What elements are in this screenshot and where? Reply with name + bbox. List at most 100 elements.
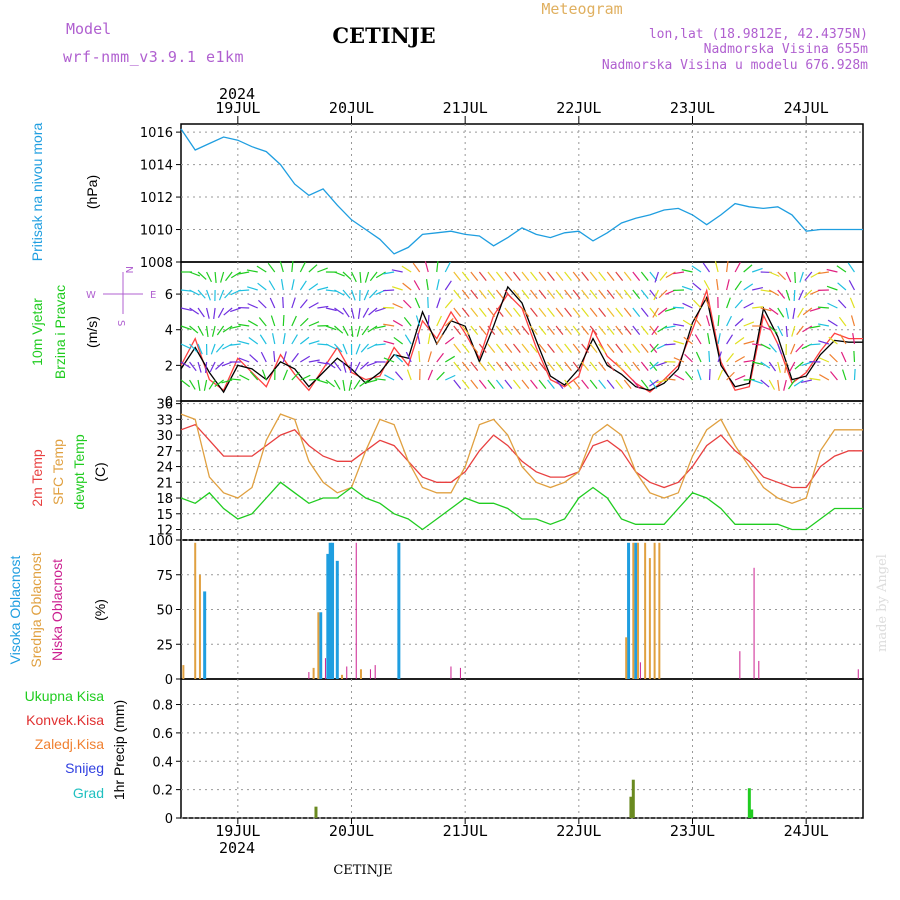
wind-barb xyxy=(368,289,378,299)
clouds-bar xyxy=(634,542,638,679)
wind-unit: (m/s) xyxy=(84,316,100,348)
wind-barb xyxy=(632,325,641,335)
wind-barb xyxy=(261,369,267,381)
wind-barb xyxy=(768,343,777,353)
wind-barb xyxy=(355,343,361,355)
wind-tick-label: 6 xyxy=(165,288,173,303)
wind-barb xyxy=(853,350,856,363)
clouds-bar xyxy=(369,669,371,679)
wind-barb xyxy=(478,343,487,353)
wind-barb xyxy=(414,297,421,309)
wind-barb xyxy=(760,379,770,388)
wind-barb xyxy=(247,320,259,327)
wind-barb xyxy=(538,379,547,389)
wind-barb xyxy=(555,361,564,371)
wind-barb xyxy=(391,286,403,291)
clouds-bar xyxy=(648,558,651,679)
wind-barb xyxy=(210,343,216,355)
wind-barb xyxy=(632,361,641,371)
precip-tick-label: 0.2 xyxy=(152,784,173,799)
wind-barb xyxy=(402,299,412,309)
wind-barb xyxy=(270,315,276,327)
wind-barb xyxy=(205,325,209,337)
wind-barb xyxy=(841,369,847,381)
wind-barb xyxy=(794,361,804,370)
wind-barb xyxy=(547,307,555,317)
wind-barb xyxy=(495,271,504,281)
wind-barb xyxy=(444,261,451,273)
wind-barb xyxy=(673,340,685,345)
wind-barb xyxy=(717,333,721,345)
bottom-year-label: 2024 xyxy=(219,839,255,857)
wind-barb xyxy=(317,286,329,291)
wind-barb xyxy=(220,271,225,283)
wind-barb xyxy=(308,378,320,381)
wind-barb xyxy=(291,279,295,291)
wind-barb xyxy=(726,334,734,345)
wind-tick-label: 2 xyxy=(165,359,173,374)
wind-barb xyxy=(818,340,830,345)
clouds-bar xyxy=(632,542,635,679)
temp-ylabel-3: dewpt Temp xyxy=(71,434,87,509)
clouds-bar xyxy=(653,542,656,679)
bottom-day-label: 24JUL xyxy=(784,822,829,840)
wind-barb xyxy=(238,323,250,327)
wind-barb xyxy=(615,361,624,371)
wind-barb xyxy=(734,262,741,273)
wind-barb xyxy=(308,302,319,309)
wind-barb xyxy=(424,261,429,273)
wind-barb xyxy=(461,379,470,389)
wind-barb xyxy=(649,307,658,317)
wind-barb xyxy=(564,289,572,299)
pressure-ylabel: Pritisak na nivou mora xyxy=(29,123,45,262)
wind-barb xyxy=(436,315,442,327)
clouds-bar xyxy=(312,667,315,679)
wind-barb xyxy=(325,307,337,312)
wind-barb xyxy=(743,340,755,345)
wind-barb xyxy=(189,289,200,296)
wind-barb xyxy=(837,299,847,309)
wind-barb xyxy=(847,262,855,273)
wind-barb xyxy=(350,325,354,337)
wind-barb xyxy=(470,361,479,371)
wind-barb xyxy=(839,334,847,345)
wind-barb xyxy=(291,371,300,381)
wind-barb xyxy=(453,379,462,389)
cloud-unit: (%) xyxy=(92,599,108,621)
wind-barb xyxy=(555,343,564,353)
wind-barb xyxy=(850,315,856,327)
wind-barb xyxy=(708,350,711,363)
wind-barb xyxy=(197,379,201,391)
wind-barb xyxy=(796,325,804,336)
wind-barb xyxy=(694,334,702,345)
wind-barb xyxy=(215,343,225,353)
clouds-bar xyxy=(341,674,344,679)
wind-barb xyxy=(291,260,294,273)
wind-barb xyxy=(282,369,289,381)
wind-barb xyxy=(589,361,598,371)
wind-barb xyxy=(383,271,395,275)
clouds-bar xyxy=(450,666,452,679)
wind-barb xyxy=(714,261,719,273)
pressure-frame xyxy=(180,123,864,263)
wind-barb xyxy=(211,325,216,337)
wind-barb xyxy=(221,379,233,384)
wind-barb xyxy=(366,361,378,367)
wind-barb xyxy=(308,321,320,327)
wind-barb xyxy=(768,361,777,372)
wind-barb xyxy=(504,307,513,317)
wind-barb xyxy=(478,325,487,335)
top-day-label: 21JUL xyxy=(443,99,488,117)
wind-barb xyxy=(581,271,589,281)
wind-barb xyxy=(801,361,813,367)
wind-barb xyxy=(623,289,632,299)
wind-barb xyxy=(470,271,479,281)
wind-barb xyxy=(547,379,555,389)
wind-barb xyxy=(538,289,547,299)
wind-barb xyxy=(649,325,658,335)
temperature-tick-label: 24 xyxy=(156,461,173,476)
pressure-unit: (hPa) xyxy=(84,175,100,209)
wind-barb xyxy=(360,343,369,353)
wind-barb xyxy=(657,307,668,316)
wind-barb xyxy=(256,265,267,273)
